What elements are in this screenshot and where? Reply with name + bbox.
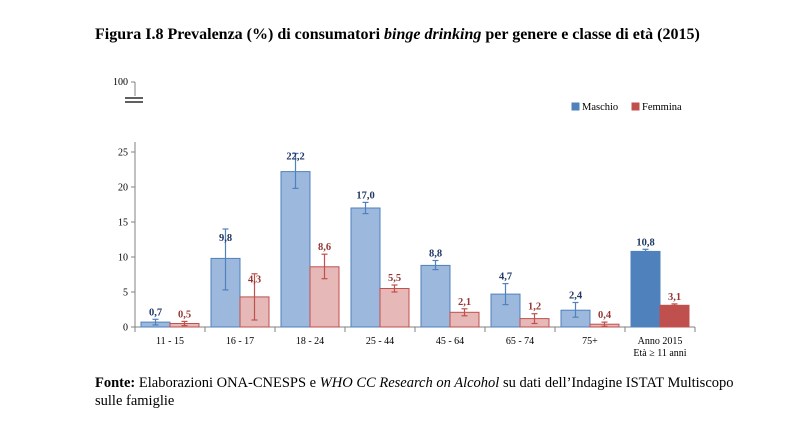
x-tick-label: Anno 2015	[638, 336, 683, 347]
bar-maschio	[350, 207, 381, 328]
bar-maschio	[630, 250, 661, 328]
data-label: 3,1	[668, 292, 681, 303]
data-label: 2,1	[458, 297, 471, 308]
data-label: 8,8	[429, 249, 442, 260]
x-tick-label: 75+	[582, 336, 598, 347]
data-label: 5,5	[388, 273, 401, 284]
source-italic: WHO CC Research on Alcohol	[319, 375, 500, 391]
data-label: 10,8	[636, 237, 654, 248]
y-tick-label: 100	[113, 77, 128, 88]
source-text-2: su dati dell’Indagine ISTAT Multiscopo s…	[95, 375, 734, 409]
source-note: Fonte: Elaborazioni ONA-CNESPS e WHO CC …	[95, 374, 755, 410]
y-tick-label: 25	[118, 148, 128, 159]
y-tick-label: 15	[118, 218, 128, 229]
x-tick-label: 65 - 74	[506, 336, 534, 347]
x-tick-label: 16 - 17	[226, 336, 254, 347]
bar-femmina	[659, 304, 690, 328]
data-label: 0,5	[178, 309, 191, 320]
data-label: 1,2	[528, 302, 541, 313]
bar-maschio	[420, 264, 451, 328]
legend-swatch	[571, 102, 580, 111]
data-label: 17,0	[356, 190, 374, 201]
source-text-1: Elaborazioni ONA-CNESPS e	[135, 375, 320, 391]
x-tick-label: 25 - 44	[366, 336, 394, 347]
y-tick-label: 10	[118, 253, 128, 264]
title-italic: binge drinking	[384, 26, 482, 43]
data-label: 8,6	[318, 242, 331, 253]
y-tick-label: 20	[118, 183, 128, 194]
chart-title: Figura I.8 Prevalenza (%) di consumatori…	[95, 24, 735, 45]
legend-label: Maschio	[582, 102, 618, 113]
bar-maschio	[280, 171, 311, 328]
x-tick-label: 18 - 24	[296, 336, 324, 347]
x-tick-label: 11 - 15	[156, 336, 184, 347]
data-label: 22,2	[286, 151, 304, 162]
data-label: 9,8	[219, 233, 232, 244]
title-prefix: Figura I.8 Prevalenza (%) di consumatori	[95, 26, 385, 43]
title-suffix: per genere e classe di età (2015)	[481, 26, 700, 43]
data-label: 0,7	[149, 307, 162, 318]
x-tick-label: 45 - 64	[436, 336, 464, 347]
y-tick-label: 0	[123, 323, 128, 334]
data-label: 0,4	[598, 310, 612, 321]
x-tick-label: Età ≥ 11 anni	[633, 348, 686, 359]
data-label: 2,4	[569, 291, 583, 302]
bar-femmina	[379, 288, 410, 328]
data-label: 4,3	[248, 275, 261, 286]
legend-swatch	[631, 102, 640, 111]
source-label: Fonte:	[95, 375, 136, 391]
y-tick-label: 5	[123, 288, 128, 299]
data-label: 4,7	[499, 272, 512, 283]
legend-label: Femmina	[642, 102, 682, 113]
